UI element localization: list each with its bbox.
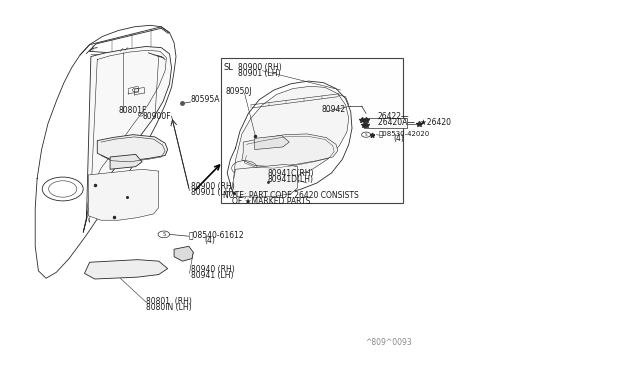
- Text: 80901 (LH): 80901 (LH): [191, 188, 233, 197]
- Text: ^809^0093: ^809^0093: [365, 338, 412, 347]
- Polygon shape: [234, 86, 349, 186]
- Text: 80941D(LH): 80941D(LH): [268, 175, 314, 184]
- Text: OF ★MARKED PARTS.: OF ★MARKED PARTS.: [232, 197, 312, 206]
- Polygon shape: [242, 134, 338, 167]
- Text: (4): (4): [205, 236, 216, 245]
- Text: 80801F: 80801F: [118, 106, 147, 115]
- Text: 80900F: 80900F: [142, 112, 171, 121]
- Text: 8080IN (LH): 8080IN (LH): [146, 302, 191, 311]
- Polygon shape: [88, 169, 159, 220]
- Bar: [221, 58, 403, 203]
- Text: 80900 (RH): 80900 (RH): [191, 182, 234, 191]
- Polygon shape: [83, 46, 172, 232]
- Text: SL: SL: [224, 63, 234, 72]
- Text: S: S: [163, 232, 165, 237]
- Text: 80941C(RH): 80941C(RH): [268, 169, 314, 178]
- Text: NOTE; PART CODE 26420 CONSISTS: NOTE; PART CODE 26420 CONSISTS: [223, 191, 358, 200]
- Polygon shape: [84, 260, 168, 279]
- Text: 26422—: 26422—: [378, 112, 409, 121]
- Polygon shape: [255, 135, 289, 150]
- Text: 80595A: 80595A: [191, 95, 220, 104]
- Text: ​26420A—: ​26420A—: [378, 118, 415, 126]
- Text: 80900 (RH): 80900 (RH): [238, 63, 282, 72]
- Polygon shape: [110, 154, 142, 169]
- Bar: [364, 118, 407, 128]
- Text: Ⓝ08540-61612: Ⓝ08540-61612: [189, 230, 244, 239]
- Polygon shape: [174, 246, 193, 261]
- Text: 80940 (RH): 80940 (RH): [191, 264, 234, 273]
- Text: ★​26420: ★​26420: [420, 118, 451, 127]
- Text: 80801  (RH): 80801 (RH): [146, 296, 192, 305]
- Text: 80941 (LH): 80941 (LH): [191, 270, 233, 279]
- Text: Ⓝ08530-42020: Ⓝ08530-42020: [379, 131, 430, 137]
- Text: 80942: 80942: [321, 105, 346, 113]
- Text: (4): (4): [393, 134, 404, 143]
- Text: S: S: [365, 133, 367, 137]
- Polygon shape: [232, 164, 298, 197]
- Polygon shape: [97, 135, 168, 161]
- Text: 80901 (LH): 80901 (LH): [238, 69, 280, 78]
- Text: 80950J: 80950J: [225, 87, 252, 96]
